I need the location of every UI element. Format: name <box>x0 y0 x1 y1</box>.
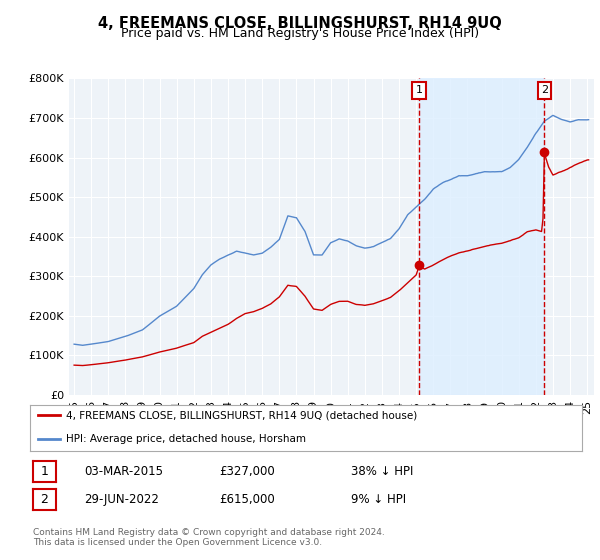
Text: 2: 2 <box>40 493 49 506</box>
Text: Price paid vs. HM Land Registry's House Price Index (HPI): Price paid vs. HM Land Registry's House … <box>121 27 479 40</box>
Text: 9% ↓ HPI: 9% ↓ HPI <box>351 493 406 506</box>
Text: 4, FREEMANS CLOSE, BILLINGSHURST, RH14 9UQ (detached house): 4, FREEMANS CLOSE, BILLINGSHURST, RH14 9… <box>66 410 417 421</box>
Text: 4, FREEMANS CLOSE, BILLINGSHURST, RH14 9UQ: 4, FREEMANS CLOSE, BILLINGSHURST, RH14 9… <box>98 16 502 31</box>
Bar <box>419 78 544 395</box>
Text: 1: 1 <box>40 465 49 478</box>
Text: HPI: Average price, detached house, Horsham: HPI: Average price, detached house, Hors… <box>66 435 306 444</box>
Text: £327,000: £327,000 <box>219 465 275 478</box>
Text: 03-MAR-2015: 03-MAR-2015 <box>84 465 163 478</box>
Text: £615,000: £615,000 <box>219 493 275 506</box>
Text: 2: 2 <box>541 85 548 95</box>
Text: Contains HM Land Registry data © Crown copyright and database right 2024.
This d: Contains HM Land Registry data © Crown c… <box>33 528 385 548</box>
Text: 38% ↓ HPI: 38% ↓ HPI <box>351 465 413 478</box>
Text: 1: 1 <box>416 85 422 95</box>
Text: 29-JUN-2022: 29-JUN-2022 <box>84 493 159 506</box>
